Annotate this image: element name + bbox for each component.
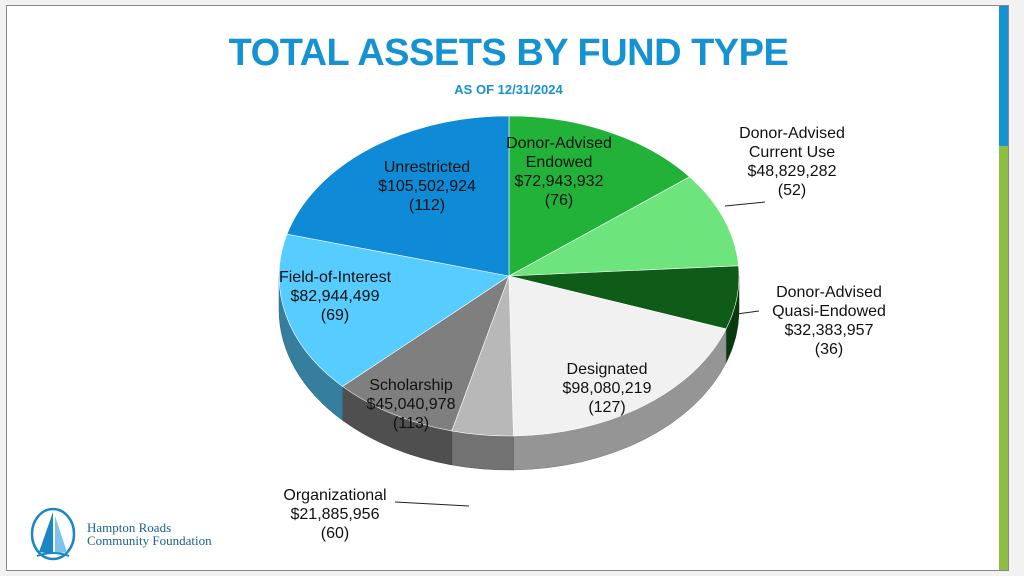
logo-line-2: Community Foundation <box>87 533 212 548</box>
slice-label-3-count: (127) <box>588 399 625 416</box>
slice-label-7-name-0: Unrestricted <box>384 159 470 176</box>
chart-title: TOTAL ASSETS BY FUND TYPE <box>228 32 789 74</box>
slice-label-5-count: (113) <box>393 415 429 432</box>
chart-subtitle: AS OF 12/31/2024 <box>454 82 563 97</box>
slice-label-5-name-0: Scholarship <box>369 377 453 394</box>
slice-label-2-name-1: Quasi-Endowed <box>772 303 886 320</box>
pie-slice-5[interactable] <box>342 275 510 432</box>
slice-label-6-count: (69) <box>321 307 349 324</box>
sail-logo-icon <box>30 507 76 561</box>
leader-line-2 <box>736 310 760 315</box>
slice-label-2-value: $32,383,957 <box>785 322 874 339</box>
accent-bar-green <box>999 146 1008 570</box>
slice-label-4-name-0: Organizational <box>283 487 386 504</box>
slice-label-1-value: $48,829,282 <box>748 163 837 180</box>
slice-label-4-count: (60) <box>321 525 349 542</box>
slice-label-6-name-0: Field-of-Interest <box>279 269 392 286</box>
logo-line-1: Hampton Roads <box>87 520 172 535</box>
leader-line-4 <box>394 501 470 507</box>
pie-slice-1[interactable] <box>508 176 739 277</box>
slice-label-2-name-0: Donor-Advised <box>776 284 882 301</box>
foundation-logo: Hampton Roads Community Foundation <box>29 506 229 566</box>
slice-label-1-name-1: Current Use <box>749 144 835 161</box>
pie-sides <box>278 275 740 471</box>
pie-slice-3[interactable] <box>508 275 727 437</box>
slice-label-1-name-0: Donor-Advised <box>739 125 845 142</box>
slice-label-1-count: (52) <box>778 182 806 199</box>
slice-label-3-name-0: Designated <box>567 361 648 378</box>
accent-bar-blue <box>999 6 1008 146</box>
slice-label-0-count: (76) <box>545 192 573 209</box>
slice-label-0-name-0: Donor-Advised <box>506 135 612 152</box>
slice-label-7-value: $105,502,924 <box>378 178 476 195</box>
slice-label-0-name-1: Endowed <box>526 154 593 171</box>
pie-slice-0[interactable] <box>508 115 691 277</box>
slice-label-6-value: $82,944,499 <box>291 288 380 305</box>
slice-label-0-value: $72,943,932 <box>515 173 604 190</box>
slide: TOTAL ASSETS BY FUND TYPE AS OF 12/31/20… <box>6 5 1009 571</box>
pie-chart: Donor-Advised Endowed $72,943,932 (76) Donor… <box>278 115 886 542</box>
slice-label-2-count: (36) <box>815 341 843 358</box>
pie-labels: Donor-Advised Endowed $72,943,932 (76) Donor… <box>279 125 886 542</box>
leader-line-1 <box>724 201 766 207</box>
pie-slice-6[interactable] <box>278 233 510 387</box>
pie-tops <box>278 115 740 437</box>
slice-label-7-count: (112) <box>409 197 445 214</box>
slice-label-3-value: $98,080,219 <box>563 380 652 397</box>
slice-label-4-value: $21,885,956 <box>291 506 380 523</box>
slice-label-5-value: $45,040,978 <box>367 396 456 413</box>
pie-side-4 <box>451 430 514 471</box>
pie-slice-7[interactable] <box>286 115 510 277</box>
logo-text: Hampton Roads Community Foundation <box>87 521 212 547</box>
